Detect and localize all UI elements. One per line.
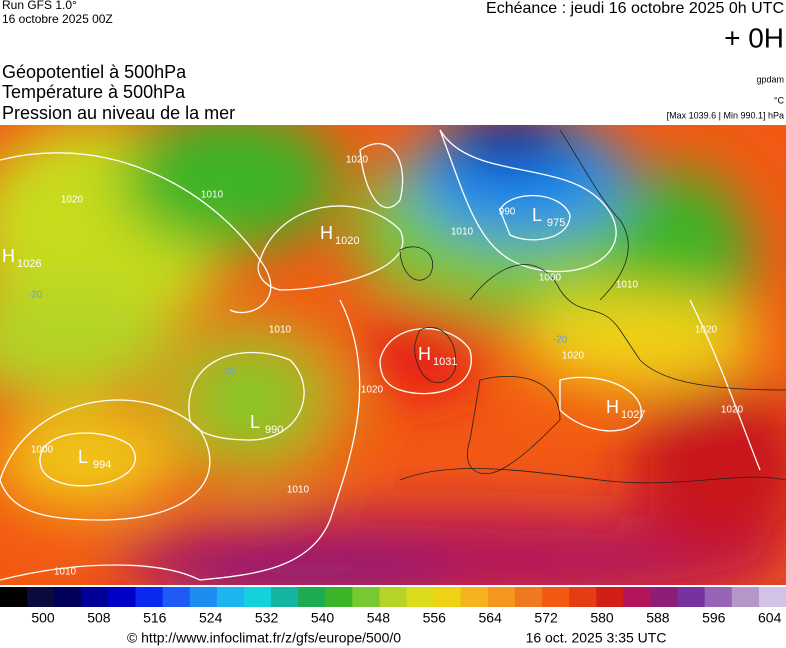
isobar-label: 1010: [287, 485, 310, 496]
colorbar-swatch: [650, 587, 679, 607]
temperature-label: -20: [28, 290, 43, 301]
isobar-label: 1000: [539, 273, 562, 284]
footer-source: © http://www.infoclimat.fr/z/gfs/europe/…: [127, 630, 401, 646]
colorbar-label: 532: [255, 610, 279, 626]
footer-generated: 16 oct. 2025 3:35 UTC: [526, 630, 667, 646]
pressure-center-value: 1026: [17, 258, 41, 270]
isobar-label: 1020: [562, 351, 585, 362]
pressure-center-value: 1031: [433, 356, 457, 368]
colorbar-swatch: [216, 587, 245, 607]
colorbar-label: 540: [311, 610, 335, 626]
offset: + 0H: [724, 22, 784, 53]
pressure-center-value: 1020: [335, 235, 359, 247]
colorbar-swatch: [487, 587, 516, 607]
colorbar-swatch: [54, 587, 82, 607]
isobar-label: 1010: [269, 325, 292, 336]
colorbar-swatch: [379, 587, 408, 607]
colorbar-swatch: [325, 587, 353, 607]
legend-line: Pression au niveau de la mer: [2, 103, 235, 123]
isobar-label: 1020: [346, 155, 369, 166]
pressure-center-letter: H: [418, 344, 431, 364]
colorbar-label: 500: [31, 610, 55, 626]
temperature-field: [0, 125, 786, 585]
colorbar-swatch: [623, 587, 651, 607]
colorbar-label: 596: [702, 610, 726, 626]
colorbar-swatch: [569, 587, 597, 607]
colorbar-swatch: [514, 587, 543, 607]
temperature-label: -20: [553, 335, 568, 346]
isobar-label: 1020: [61, 195, 84, 206]
colorbar-label: 548: [367, 610, 391, 626]
colorbar-swatch: [243, 587, 272, 607]
pressure-center-value: 990: [265, 424, 283, 436]
colorbar-swatch: [81, 587, 109, 607]
legend-unit: gpdam: [756, 74, 784, 84]
isobar-label: 1010: [54, 567, 77, 578]
pressure-center-letter: L: [250, 412, 260, 432]
coastlines: [399, 129, 786, 484]
colorbar-swatch: [27, 587, 55, 607]
pressure-center-letter: H: [320, 223, 333, 243]
pressure-center-letter: H: [606, 397, 619, 417]
isobar-label: 1010: [616, 280, 639, 291]
colorbar-swatch: [731, 587, 760, 607]
legend-unit: °C: [774, 95, 785, 105]
isobar-label: 1000: [31, 445, 54, 456]
colorbar-swatch: [135, 587, 164, 607]
colorbar-swatch: [298, 587, 326, 607]
colorbar-label: 580: [590, 610, 614, 626]
legend-line: Géopotentiel à 500hPa: [2, 62, 187, 82]
colorbar-swatch: [433, 587, 462, 607]
colorbar-label: 588: [646, 610, 670, 626]
isobar-label: 1020: [721, 405, 744, 416]
colorbar-swatch: [189, 587, 218, 607]
pressure-center-value: 994: [93, 459, 111, 471]
pressure-center-letter: H: [2, 246, 15, 266]
legend-unit: [Max 1039.6 | Min 990.1] hPa: [667, 110, 784, 120]
isobars: [0, 129, 761, 581]
colorbar-label: 572: [534, 610, 558, 626]
colorbar-swatch: [596, 587, 624, 607]
colorbar-swatch: [352, 587, 380, 607]
colorbar-swatch: [0, 587, 28, 607]
run-date: 16 octobre 2025 00Z: [2, 12, 113, 26]
isobar-label: 1020: [361, 385, 384, 396]
legend-line: Température à 500hPa: [2, 82, 186, 102]
temperature-label: -20: [221, 367, 236, 378]
colorbar-swatch: [108, 587, 137, 607]
colorbar-swatch: [758, 587, 786, 607]
isobar-label: 1010: [201, 190, 224, 201]
colorbar-label: 564: [479, 610, 503, 626]
colorbar-swatch: [460, 587, 489, 607]
pressure-center-letter: L: [78, 447, 88, 467]
isobar-label: 1010: [451, 227, 474, 238]
run-label: Run GFS 1.0°: [2, 0, 77, 12]
echeance: Echéance : jeudi 16 octobre 2025 0h UTC: [486, 0, 784, 17]
isobar-label: 990: [499, 207, 516, 218]
colorbar-swatch: [677, 587, 706, 607]
colorbar-label: 508: [87, 610, 111, 626]
colorbar-label: 556: [423, 610, 447, 626]
colorbar-label: 516: [143, 610, 167, 626]
isobar-label: 1020: [695, 325, 718, 336]
pressure-center-value: 975: [547, 217, 565, 229]
colorbar-label: 524: [199, 610, 223, 626]
colorbar-swatch: [271, 587, 299, 607]
pressure-center-value: 1027: [621, 409, 645, 421]
colorbar-swatch: [406, 587, 435, 607]
colorbar-swatch: [704, 587, 733, 607]
colorbar-swatch: [162, 587, 191, 607]
colorbar-swatch: [542, 587, 570, 607]
colorbar-label: 604: [758, 610, 782, 626]
pressure-center-letter: L: [532, 205, 542, 225]
